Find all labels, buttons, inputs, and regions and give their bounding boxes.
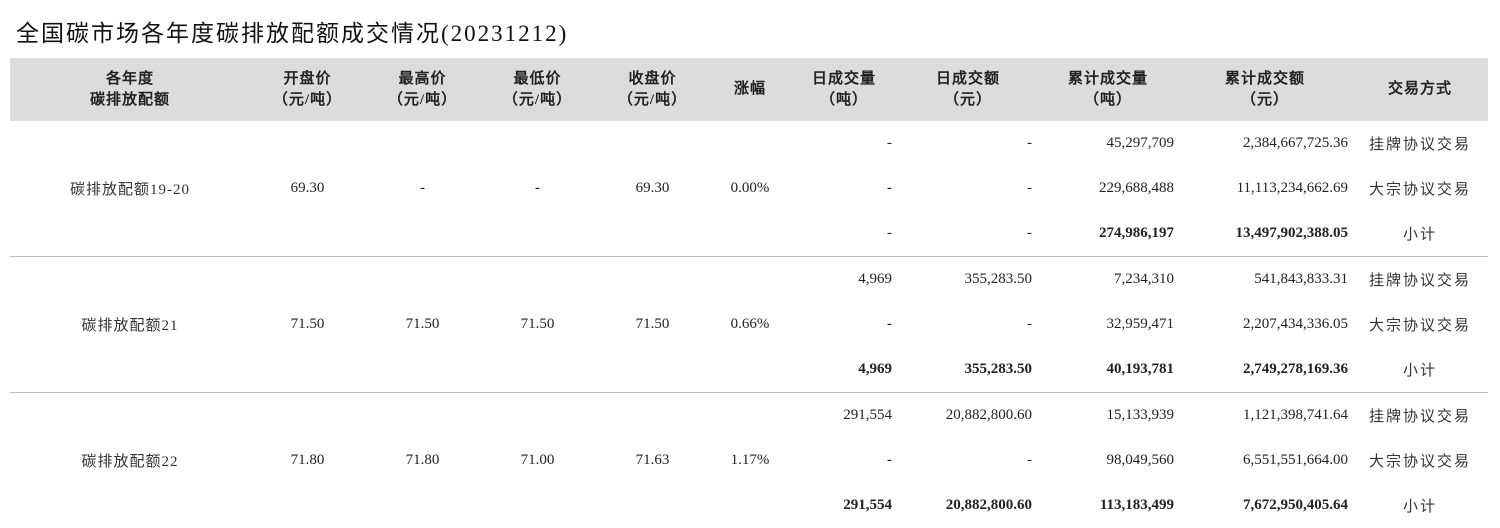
trade-method: 大宗协议交易 <box>1352 166 1488 211</box>
allowance-name: 碳排放配额21 <box>10 257 250 393</box>
close-price: 71.50 <box>595 257 710 393</box>
page-title: 全国碳市场各年度碳排放配额成交情况(20231212) <box>16 19 568 49</box>
cumulative-volume: 274,986,197 <box>1038 211 1178 257</box>
daily-amount: 20,882,800.60 <box>898 483 1038 528</box>
cumulative-amount: 541,843,833.31 <box>1178 257 1352 303</box>
trade-method: 小计 <box>1352 211 1488 257</box>
header-cumulative-amount: 累计成交额 （元） <box>1178 58 1352 121</box>
open-price: 71.50 <box>250 257 365 393</box>
table-row: 碳排放配额21 71.50 71.50 71.50 71.50 0.66% 4,… <box>10 257 1488 303</box>
header-close-price: 收盘价 （元/吨） <box>595 58 710 121</box>
daily-amount: - <box>898 166 1038 211</box>
cumulative-volume: 15,133,939 <box>1038 393 1178 439</box>
daily-volume: - <box>790 438 898 483</box>
low-price: 71.00 <box>480 393 595 528</box>
table-header: 各年度 碳排放配额 开盘价 （元/吨） 最高价 （元/吨） 最低价 （元/吨） … <box>10 58 1488 121</box>
low-price: - <box>480 121 595 257</box>
low-price: 71.50 <box>480 257 595 393</box>
cumulative-volume: 40,193,781 <box>1038 347 1178 393</box>
daily-amount: - <box>898 438 1038 483</box>
daily-volume: - <box>790 166 898 211</box>
daily-volume: - <box>790 211 898 257</box>
change-percent: 0.00% <box>710 121 790 257</box>
change-percent: 0.66% <box>710 257 790 393</box>
trade-method: 挂牌协议交易 <box>1352 121 1488 166</box>
high-price: - <box>365 121 480 257</box>
daily-amount: 355,283.50 <box>898 347 1038 393</box>
group-allowance-21: 碳排放配额21 71.50 71.50 71.50 71.50 0.66% 4,… <box>10 257 1488 393</box>
carbon-market-table: 各年度 碳排放配额 开盘价 （元/吨） 最高价 （元/吨） 最低价 （元/吨） … <box>10 58 1488 528</box>
trade-method: 挂牌协议交易 <box>1352 393 1488 439</box>
cumulative-amount: 6,551,551,664.00 <box>1178 438 1352 483</box>
cumulative-amount: 7,672,950,405.64 <box>1178 483 1352 528</box>
daily-volume: 4,969 <box>790 347 898 393</box>
open-price: 69.30 <box>250 121 365 257</box>
high-price: 71.50 <box>365 257 480 393</box>
trade-method: 小计 <box>1352 347 1488 393</box>
close-price: 69.30 <box>595 121 710 257</box>
header-allowance-year: 各年度 碳排放配额 <box>10 58 250 121</box>
open-price: 71.80 <box>250 393 365 528</box>
daily-amount: 355,283.50 <box>898 257 1038 303</box>
group-allowance-22: 碳排放配额22 71.80 71.80 71.00 71.63 1.17% 29… <box>10 393 1488 528</box>
cumulative-volume: 98,049,560 <box>1038 438 1178 483</box>
header-cumulative-volume: 累计成交量 （吨） <box>1038 58 1178 121</box>
cumulative-amount: 11,113,234,662.69 <box>1178 166 1352 211</box>
group-allowance-19-20: 碳排放配额19-20 69.30 - - 69.30 0.00% - - 45,… <box>10 121 1488 257</box>
daily-amount: - <box>898 302 1038 347</box>
header-daily-amount: 日成交额 （元） <box>898 58 1038 121</box>
header-low-price: 最低价 （元/吨） <box>480 58 595 121</box>
high-price: 71.80 <box>365 393 480 528</box>
table-row: 碳排放配额22 71.80 71.80 71.00 71.63 1.17% 29… <box>10 393 1488 439</box>
header-trade-method: 交易方式 <box>1352 58 1488 121</box>
daily-volume: 291,554 <box>790 393 898 439</box>
trade-method: 大宗协议交易 <box>1352 302 1488 347</box>
header-open-price: 开盘价 （元/吨） <box>250 58 365 121</box>
cumulative-amount: 13,497,902,388.05 <box>1178 211 1352 257</box>
cumulative-amount: 2,749,278,169.36 <box>1178 347 1352 393</box>
cumulative-volume: 7,234,310 <box>1038 257 1178 303</box>
cumulative-amount: 2,384,667,725.36 <box>1178 121 1352 166</box>
allowance-name: 碳排放配额19-20 <box>10 121 250 257</box>
cumulative-volume: 113,183,499 <box>1038 483 1178 528</box>
cumulative-volume: 45,297,709 <box>1038 121 1178 166</box>
daily-volume: - <box>790 121 898 166</box>
cumulative-volume: 229,688,488 <box>1038 166 1178 211</box>
daily-amount: 20,882,800.60 <box>898 393 1038 439</box>
daily-volume: 4,969 <box>790 257 898 303</box>
daily-volume: - <box>790 302 898 347</box>
header-change: 涨幅 <box>710 58 790 121</box>
trade-method: 小计 <box>1352 483 1488 528</box>
cumulative-amount: 2,207,434,336.05 <box>1178 302 1352 347</box>
trade-method: 大宗协议交易 <box>1352 438 1488 483</box>
daily-volume: 291,554 <box>790 483 898 528</box>
header-row: 各年度 碳排放配额 开盘价 （元/吨） 最高价 （元/吨） 最低价 （元/吨） … <box>10 58 1488 121</box>
cumulative-volume: 32,959,471 <box>1038 302 1178 347</box>
cumulative-amount: 1,121,398,741.64 <box>1178 393 1352 439</box>
daily-amount: - <box>898 211 1038 257</box>
header-daily-volume: 日成交量 （吨） <box>790 58 898 121</box>
change-percent: 1.17% <box>710 393 790 528</box>
table-row: 碳排放配额19-20 69.30 - - 69.30 0.00% - - 45,… <box>10 121 1488 166</box>
header-high-price: 最高价 （元/吨） <box>365 58 480 121</box>
close-price: 71.63 <box>595 393 710 528</box>
allowance-name: 碳排放配额22 <box>10 393 250 528</box>
trade-method: 挂牌协议交易 <box>1352 257 1488 303</box>
daily-amount: - <box>898 121 1038 166</box>
